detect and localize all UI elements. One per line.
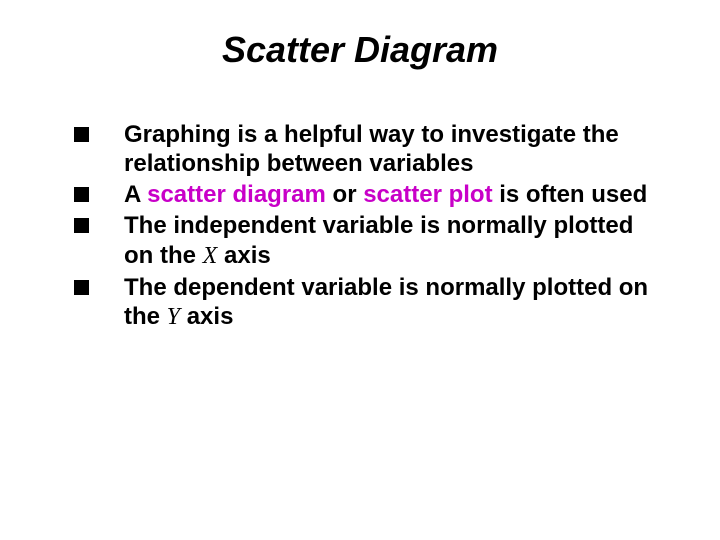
- bullet-text-pre: A: [124, 181, 147, 208]
- axis-y: Y: [167, 304, 180, 330]
- bullet-text-post: axis: [217, 242, 270, 269]
- axis-x: X: [203, 243, 218, 269]
- bullet-list: Graphing is a helpful way to investigate…: [70, 120, 650, 333]
- bullet-text-mid: or: [326, 181, 363, 208]
- bullet-text-post: axis: [180, 303, 233, 330]
- bullet-text-post: is often used: [493, 181, 648, 208]
- list-item: The dependent variable is normally plott…: [70, 273, 650, 333]
- emphasis-scatter-diagram: scatter diagram: [147, 181, 326, 208]
- bullet-text: Graphing is a helpful way to investigate…: [124, 121, 619, 177]
- emphasis-scatter-plot: scatter plot: [363, 181, 492, 208]
- list-item: The independent variable is normally plo…: [70, 211, 650, 271]
- slide: Scatter Diagram Graphing is a helpful wa…: [0, 0, 720, 540]
- slide-title: Scatter Diagram: [60, 30, 660, 70]
- list-item: A scatter diagram or scatter plot is oft…: [70, 180, 650, 209]
- bullet-text-pre: The independent variable is normally plo…: [124, 212, 633, 268]
- list-item: Graphing is a helpful way to investigate…: [70, 120, 650, 179]
